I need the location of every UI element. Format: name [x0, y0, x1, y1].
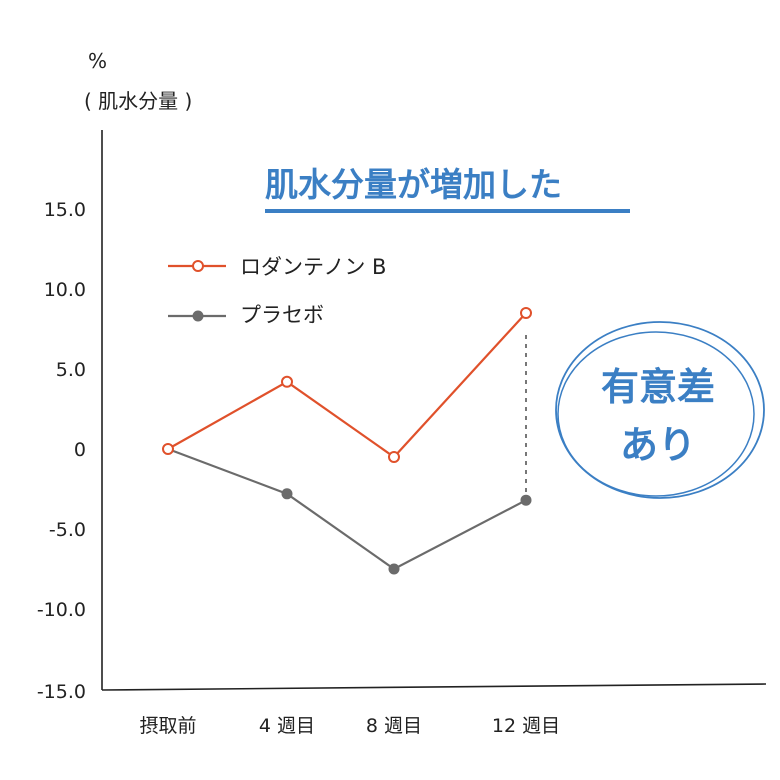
series-layer — [162, 307, 532, 575]
y-tick-label: -15.0 — [37, 681, 86, 703]
x-axis — [101, 683, 767, 691]
data-point-a — [388, 451, 400, 463]
badge-line1: 有意差 — [601, 365, 715, 409]
y-tick-label: 0 — [74, 439, 86, 461]
significance-badge: 有意差 あり — [555, 321, 765, 499]
legend-marker-series-b — [192, 310, 204, 322]
x-tick-labels: 摂取前 4 週目 8 週目 12 週目 — [139, 715, 560, 737]
legend-marker-series-a — [192, 260, 204, 272]
data-point-a — [281, 375, 293, 388]
data-point-b — [520, 494, 532, 506]
headline: 肌水分量が増加した — [265, 165, 562, 204]
y-unit: % — [88, 49, 107, 73]
data-point-a — [162, 443, 174, 455]
data-point-b — [388, 563, 400, 575]
y-tick-labels: 15.0 10.0 5.0 0 -5.0 -10.0 -15.0 — [37, 199, 86, 703]
y-tick-label: -10.0 — [37, 599, 86, 621]
badge-ring-outer — [555, 321, 765, 499]
legend-label-series-a: ロダンテノン B — [240, 255, 386, 279]
x-tick-label: 12 週目 — [492, 715, 560, 737]
data-point-b — [281, 488, 293, 500]
legend: ロダンテノン B プラセボ — [168, 255, 386, 327]
legend-label-series-b: プラセボ — [240, 303, 324, 327]
x-tick-label: 4 週目 — [259, 715, 315, 737]
y-tick-label: 10.0 — [44, 279, 86, 301]
y-unit-label: ( 肌水分量 ) — [84, 89, 192, 113]
badge-line2: あり — [620, 423, 696, 467]
y-tick-label: -5.0 — [49, 519, 86, 541]
series-line-a — [167, 312, 527, 459]
x-tick-label: 8 週目 — [366, 715, 422, 737]
data-point-a — [520, 307, 532, 319]
x-tick-label: 摂取前 — [139, 715, 196, 737]
y-tick-label: 5.0 — [56, 359, 86, 381]
y-tick-label: 15.0 — [44, 199, 86, 221]
series-line-b — [167, 447, 527, 571]
badge-ring-inner — [557, 331, 755, 497]
